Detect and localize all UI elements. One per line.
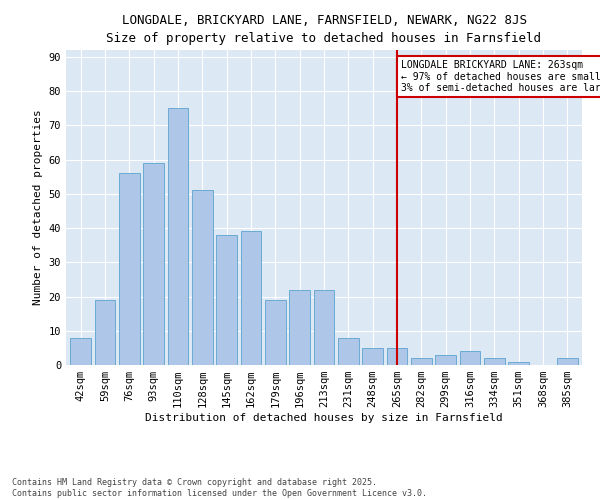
Bar [192, 190, 212, 365]
Bar [119, 174, 140, 365]
Bar [265, 300, 286, 365]
Text: Contains HM Land Registry data © Crown copyright and database right 2025.
Contai: Contains HM Land Registry data © Crown c… [12, 478, 427, 498]
Bar [143, 163, 164, 365]
Title: LONGDALE, BRICKYARD LANE, FARNSFIELD, NEWARK, NG22 8JS
Size of property relative: LONGDALE, BRICKYARD LANE, FARNSFIELD, NE… [107, 14, 542, 44]
Bar [557, 358, 578, 365]
Bar [411, 358, 432, 365]
Bar [167, 108, 188, 365]
Bar [436, 354, 456, 365]
Bar [70, 338, 91, 365]
Bar [241, 232, 262, 365]
Bar [362, 348, 383, 365]
Bar [508, 362, 529, 365]
Text: LONGDALE BRICKYARD LANE: 263sqm
← 97% of detached houses are smaller (404)
3% of: LONGDALE BRICKYARD LANE: 263sqm ← 97% of… [401, 60, 600, 94]
Y-axis label: Number of detached properties: Number of detached properties [33, 110, 43, 306]
Bar [460, 352, 481, 365]
Bar [338, 338, 359, 365]
Bar [386, 348, 407, 365]
Bar [484, 358, 505, 365]
Bar [95, 300, 115, 365]
Bar [289, 290, 310, 365]
X-axis label: Distribution of detached houses by size in Farnsfield: Distribution of detached houses by size … [145, 413, 503, 423]
Bar [216, 235, 237, 365]
Bar [314, 290, 334, 365]
